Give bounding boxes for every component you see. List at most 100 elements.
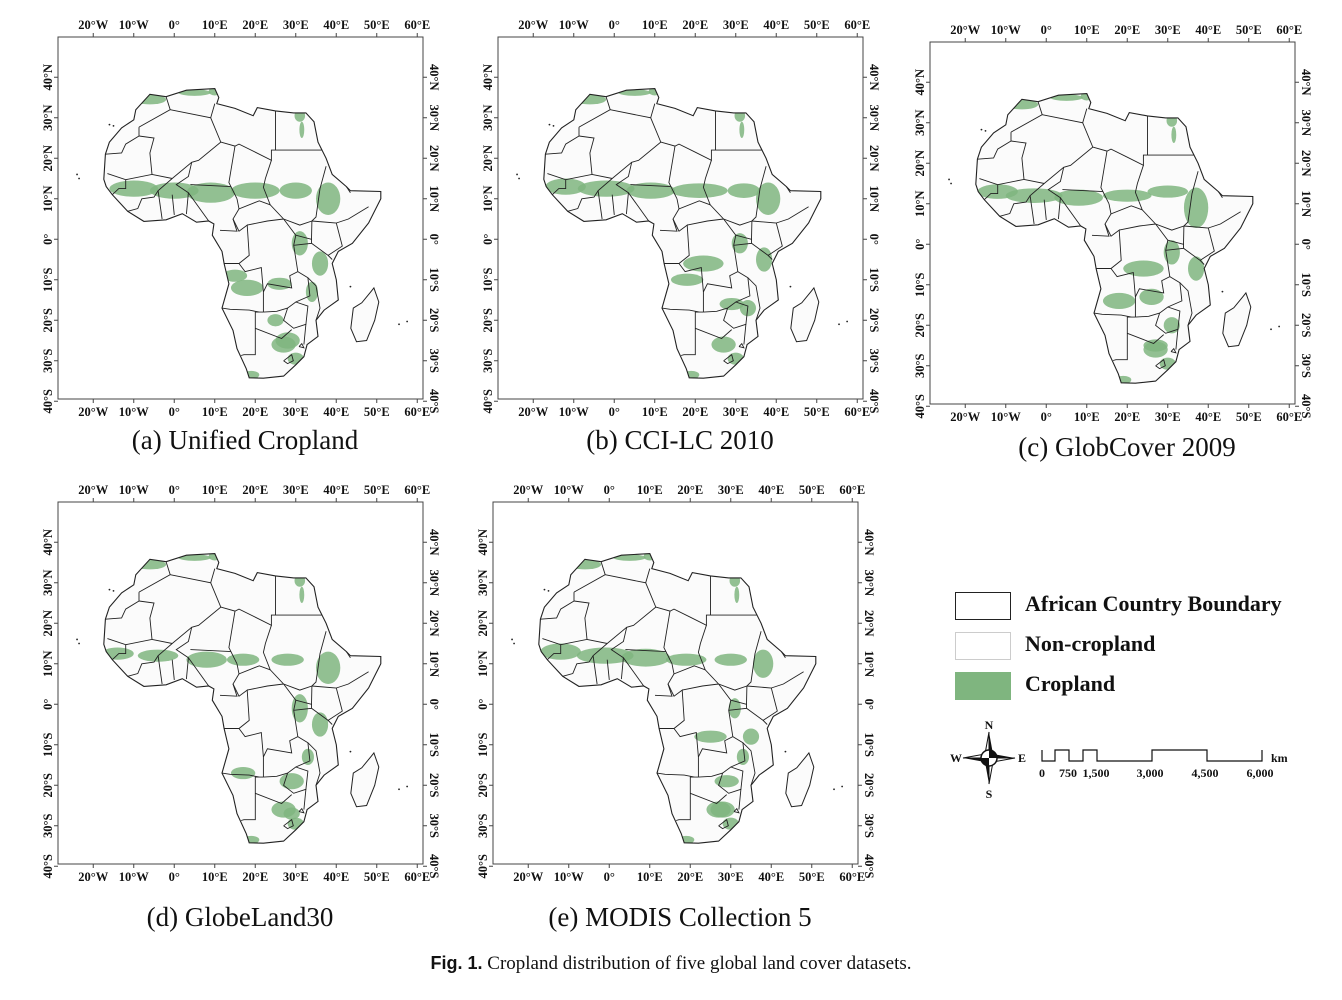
country-boundary	[687, 218, 724, 226]
lat-tick-label-left: 30°S	[41, 348, 55, 372]
lat-tick-label-left: 40°S	[913, 394, 927, 418]
lat-tick-label-left: 20°S	[41, 308, 55, 332]
lat-tick-label-right: 0°	[427, 699, 441, 710]
lat-tick-label-right: 40°S	[427, 389, 441, 413]
country-boundary	[210, 103, 216, 118]
lat-tick-label-left: 20°N	[481, 145, 495, 172]
lat-tick-label-left: 40°N	[913, 69, 927, 96]
lat-tick-label-left: 10°N	[481, 185, 495, 212]
country-boundary	[255, 327, 292, 340]
lat-tick-label-right: 40°N	[427, 529, 441, 556]
lon-tick-label-top: 30°E	[723, 18, 749, 32]
lat-tick-label-right: 10°N	[1299, 190, 1313, 217]
lat-tick-label-right: 20°N	[867, 145, 881, 172]
country-boundary	[1062, 189, 1103, 193]
country-boundary	[157, 655, 163, 685]
lat-tick-label-right: 30°S	[427, 349, 441, 373]
cropland-patch	[618, 89, 651, 96]
island-madagascar	[790, 287, 819, 342]
country-boundary	[1134, 223, 1171, 318]
lon-tick-label-bottom: 20°E	[242, 405, 268, 419]
cropland-patch	[149, 182, 199, 199]
lat-tick-label-left: 0°	[481, 234, 495, 245]
lat-tick-label-left: 10°N	[41, 185, 55, 212]
africa-map: 20°W 20°W 10°W 10°W 0° 0° 10°E 10°E 20°E 20°E 30°E…	[481, 18, 881, 419]
lon-tick-label-top: 20°E	[682, 18, 708, 32]
country-boundary	[977, 132, 1012, 160]
island-madagascar	[785, 752, 814, 807]
lat-tick-label-right: 40°N	[1299, 69, 1313, 96]
lon-tick-label-top: 10°E	[202, 18, 228, 32]
country-boundary	[718, 818, 729, 830]
cropland-patch	[1102, 292, 1136, 310]
lon-tick-label-top: 40°E	[323, 483, 349, 497]
country-boundary	[295, 766, 309, 790]
country-boundary	[188, 192, 210, 222]
country-boundary	[1047, 167, 1065, 220]
lon-tick-label-top: 20°W	[78, 483, 108, 497]
scale-bar: 0 750 1,500 3,000 4,500 6,000 km	[1039, 749, 1288, 780]
country-boundary	[1108, 203, 1143, 215]
cropland-patch	[178, 554, 211, 561]
lat-tick-label-left: 10°S	[476, 732, 490, 756]
cropland-patch	[226, 653, 260, 666]
country-boundary	[297, 736, 321, 786]
lon-tick-label-top: 20°W	[950, 23, 980, 37]
country-boundary	[107, 135, 155, 181]
cropland-patch	[1005, 188, 1063, 203]
country-boundary	[127, 643, 173, 677]
cropland-patch	[109, 180, 159, 197]
country-boundary	[1167, 306, 1181, 330]
island-dot	[516, 173, 518, 176]
lon-tick-label-top: 10°W	[119, 483, 149, 497]
lon-tick-label-bottom: 20°W	[513, 870, 543, 884]
lon-tick-label-top: 20°E	[1114, 23, 1140, 37]
country-boundary	[171, 194, 175, 215]
country-boundary	[1169, 276, 1193, 326]
lon-tick-label-top: 10°W	[554, 483, 584, 497]
lon-tick-label-top: 50°E	[804, 18, 830, 32]
cropland-patch	[1183, 187, 1209, 229]
country-boundary	[107, 600, 155, 646]
country-boundary	[1134, 165, 1199, 231]
lat-tick-label-right: 0°	[867, 234, 881, 245]
cropland-patch	[728, 698, 741, 719]
country-boundary	[238, 263, 264, 292]
cropland-layer	[545, 88, 781, 379]
lon-tick-label-bottom: 10°W	[119, 870, 149, 884]
cropland-patch	[267, 277, 292, 290]
country-boundary	[219, 208, 240, 232]
cropland-patch	[279, 182, 312, 199]
lon-tick-label-bottom: 10°W	[554, 870, 584, 884]
africa-map: 20°W 20°W 10°W 10°W 0° 0° 10°E 10°E 20°E 20°E 30°E…	[476, 483, 876, 884]
island-dot	[349, 750, 352, 753]
country-boundary	[1183, 247, 1205, 265]
coastline	[975, 93, 1254, 384]
lon-tick-label-bottom: 50°E	[1236, 410, 1262, 424]
lat-tick-label-left: 20°S	[913, 313, 927, 337]
island-dot	[984, 129, 987, 132]
lon-tick-label-bottom: 60°E	[839, 870, 865, 884]
lon-tick-label-top: 60°E	[1276, 23, 1302, 37]
cropland-patch	[1123, 260, 1164, 277]
lat-tick-label-left: 10°N	[476, 650, 490, 677]
country-boundary	[610, 627, 628, 680]
country-boundary	[746, 685, 778, 721]
country-boundary	[546, 644, 562, 661]
country-boundary	[678, 263, 704, 292]
lon-tick-label-bottom: 30°E	[283, 870, 309, 884]
compass-rose-icon	[962, 731, 1016, 785]
lat-tick-label-right: 20°S	[867, 308, 881, 332]
cropland-patch	[710, 801, 735, 818]
lat-tick-label-right: 20°S	[427, 308, 441, 332]
lon-tick-label-bottom: 20°E	[1114, 410, 1140, 424]
panel-caption: (b) CCI-LC 2010	[586, 425, 774, 455]
country-boundary	[623, 657, 645, 687]
country-boundary	[262, 683, 299, 778]
africa-map: 20°W 20°W 10°W 10°W 0° 0° 10°E 10°E 20°E 20°E 30°E…	[41, 483, 441, 884]
scale-label-6000: 6,000	[1247, 766, 1274, 780]
country-boundary	[262, 625, 327, 691]
lon-tick-label-top: 10°E	[202, 483, 228, 497]
country-boundary	[723, 307, 747, 345]
country-boundary	[228, 146, 238, 200]
